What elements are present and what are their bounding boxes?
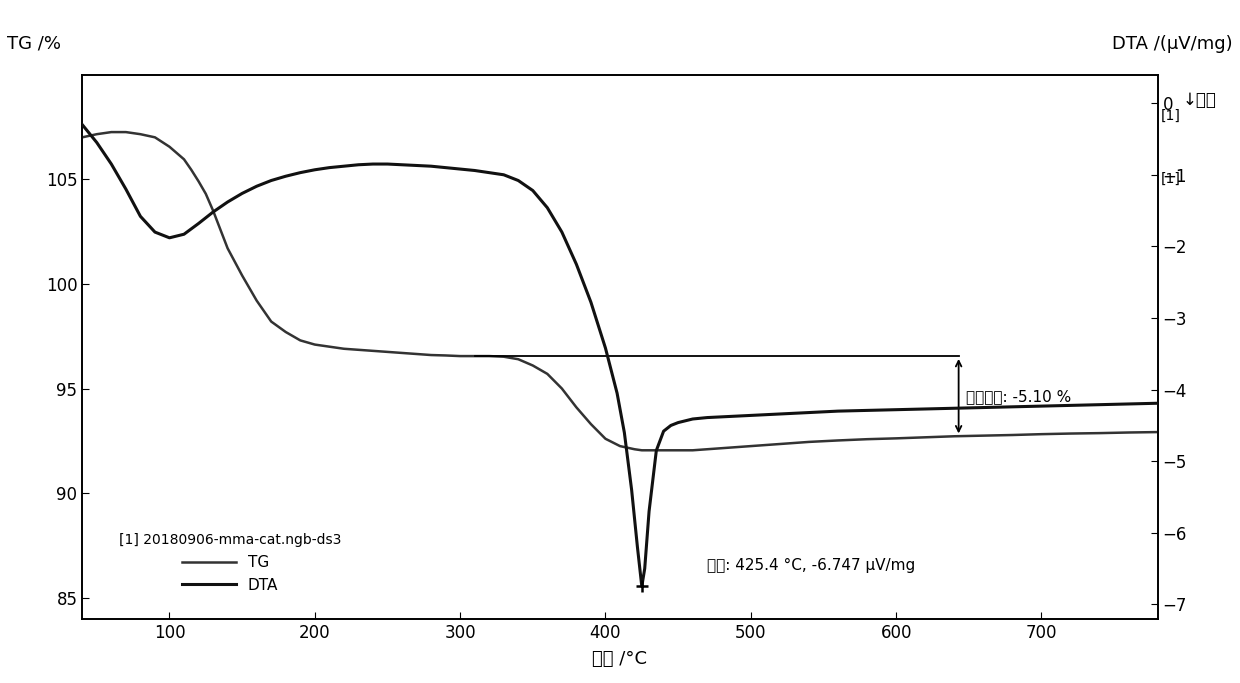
X-axis label: 温度 /°C: 温度 /°C (593, 650, 647, 668)
Text: DTA /(μV/mg): DTA /(μV/mg) (1112, 35, 1233, 53)
Text: [1]: [1] (1161, 172, 1180, 186)
Text: 峰値: 425.4 °C, -6.747 μV/mg: 峰値: 425.4 °C, -6.747 μV/mg (707, 557, 915, 572)
Text: [1]: [1] (1161, 109, 1180, 123)
Legend: TG, DTA: TG, DTA (112, 526, 350, 600)
Text: ↓放热: ↓放热 (1183, 91, 1216, 109)
Text: TG /%: TG /% (7, 35, 61, 53)
Text: 质量变化: -5.10 %: 质量变化: -5.10 % (966, 389, 1071, 404)
